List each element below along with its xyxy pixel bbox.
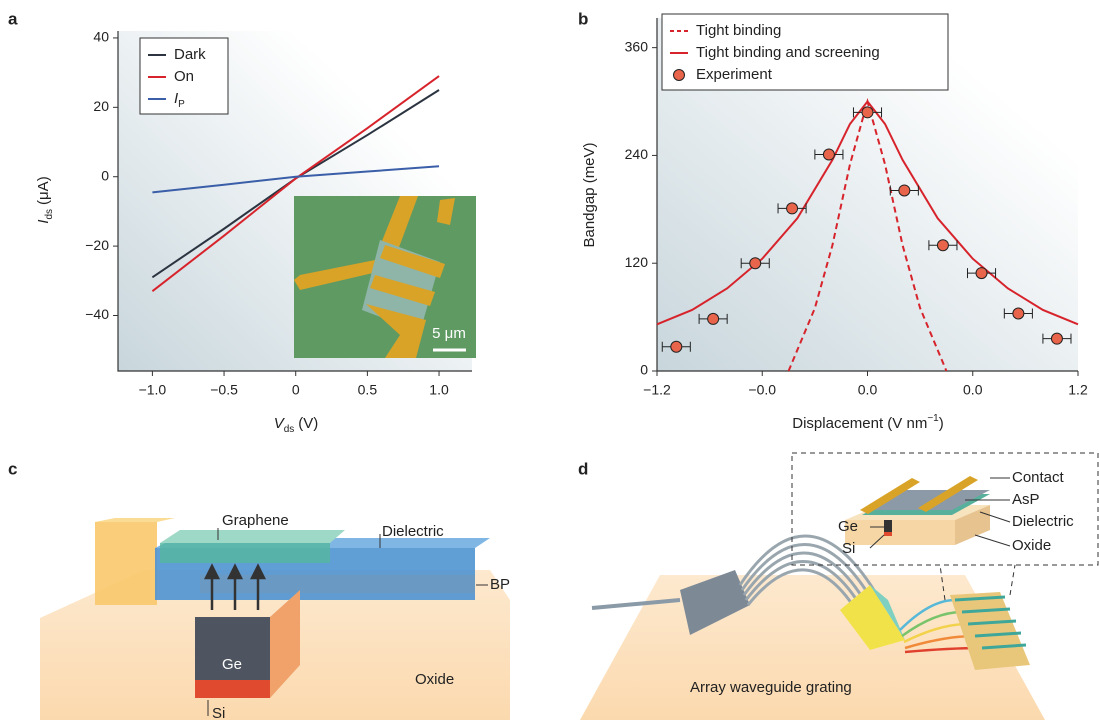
diagram-label: Si (842, 540, 855, 557)
point (823, 149, 834, 160)
legend-sub: P (178, 99, 185, 110)
point (937, 240, 948, 251)
y-label-unit: (μA) (35, 176, 52, 205)
point (708, 313, 719, 324)
panel-label: b (578, 9, 588, 28)
legend-name: Tight binding and screening (696, 44, 880, 61)
x-tick-label: −1.2 (643, 382, 671, 398)
diagram-label: Oxide (1012, 537, 1051, 554)
diagram-label: AsP (1012, 491, 1040, 508)
y-tick-label: 20 (93, 98, 109, 114)
diagram-label: Dielectric (382, 523, 444, 540)
diagram-label: Oxide (415, 671, 454, 688)
y-tick-label: 240 (625, 146, 649, 162)
y-tick-label: 0 (640, 362, 648, 378)
x-label-unit: (V) (298, 415, 318, 432)
x-label-sub: ds (284, 424, 295, 435)
y-tick-label: 360 (625, 38, 649, 54)
panel-label: a (8, 9, 18, 28)
x-tick-label: 1.0 (429, 382, 449, 398)
diagram-label: Array waveguide grating (690, 679, 852, 696)
x-tick-label: 0.0 (858, 382, 878, 398)
diagram-label: Ge (838, 518, 858, 535)
x-label: Displacement (V nm (792, 415, 927, 432)
x-tick-label: 0.0 (963, 382, 983, 398)
y-tick-label: 120 (625, 254, 649, 270)
y-tick-label: 0 (101, 167, 109, 183)
y-label-sub: ds (44, 209, 55, 220)
diagram-label: BP (490, 576, 510, 593)
x-axis-title: Vds(V) (274, 415, 319, 435)
x-tick-label: 0.5 (358, 382, 378, 398)
legend-label: Tight binding and screening (696, 44, 880, 61)
y-axis-title: Ids(μA) (35, 176, 55, 223)
diagram-label: Contact (1012, 469, 1065, 486)
point (899, 185, 910, 196)
legend-label: Experiment (696, 66, 773, 83)
x-tick-label: −1.0 (139, 382, 167, 398)
scale-label: 5 μm (432, 325, 466, 342)
x-label-sup: −1 (927, 413, 939, 424)
diagram-c (40, 518, 510, 720)
y-tick-label: −20 (85, 237, 109, 253)
point (787, 203, 798, 214)
legend-label: Tight binding (696, 22, 781, 39)
legend-name: Experiment (696, 66, 773, 83)
x-tick-label: −0.5 (210, 382, 238, 398)
legend-name: Tight binding (696, 22, 781, 39)
panel-label: c (8, 459, 17, 478)
x-axis-title: Displacement (V nm−1) (792, 413, 943, 432)
legend-swatch (674, 70, 685, 81)
figure: a b c d 5 μm Vds(V) Ids(μA) Displacement… (0, 0, 1099, 720)
point (1051, 333, 1062, 344)
panel-label: d (578, 459, 588, 478)
diagram-label: Ge (222, 656, 242, 673)
y-tick-label: 40 (93, 29, 109, 45)
x-label-end: ) (939, 415, 944, 432)
point (671, 341, 682, 352)
diagram-label: Dielectric (1012, 513, 1074, 530)
diagram-label: Graphene (222, 512, 289, 529)
y-axis-title: Bandgap (meV) (581, 142, 598, 247)
legend-label: On (174, 68, 194, 85)
inset-image: 5 μm (294, 196, 476, 358)
x-tick-label: −0.0 (748, 382, 776, 398)
point (976, 268, 987, 279)
legend-label: Dark (174, 46, 206, 63)
point (862, 107, 873, 118)
y-tick-label: −40 (85, 306, 109, 322)
point (1013, 308, 1024, 319)
legend-name: On (174, 68, 194, 85)
diagram-label: Si (212, 705, 225, 720)
x-tick-label: 1.2 (1068, 382, 1088, 398)
point (750, 258, 761, 269)
legend-name: Dark (174, 46, 206, 63)
x-tick-label: 0 (292, 382, 300, 398)
